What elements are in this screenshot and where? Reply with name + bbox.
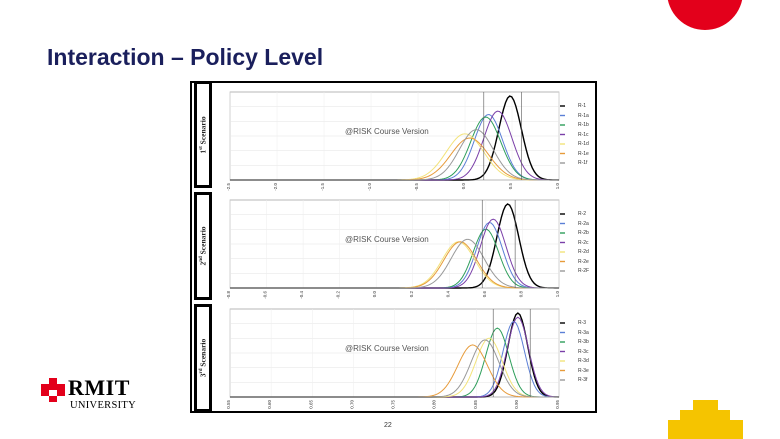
x-tick-label: 0.55 xyxy=(226,400,231,409)
chart-1: -2.5 -2.0 -1.5 -1.0 -0.5 0.0 0.5 1.0 @RISK Cours… xyxy=(226,91,565,191)
legend-label: R-2 xyxy=(578,211,587,217)
chart-panel-2: -0.8 -0.6 -0.4 -0.2 0.0 0.2 0.4 0.6 0.8 1.0 @RISK … xyxy=(226,196,589,302)
page-number: 22 xyxy=(384,422,392,429)
x-tick-label: -2.5 xyxy=(226,183,231,191)
watermark-text: @RISK Course Version xyxy=(345,127,429,136)
legend-label: R-2e xyxy=(578,258,589,265)
chart-panel-1: -2.5 -2.0 -1.5 -1.0 -0.5 0.0 0.5 1.0 @RISK Cours… xyxy=(226,88,589,194)
watermark-text: @RISK Course Version xyxy=(345,235,429,244)
x-tick-label: 0.85 xyxy=(473,400,478,409)
scenario-1-label: 1st Scenario xyxy=(194,81,212,188)
legend-label: R-3d xyxy=(578,358,589,364)
x-tick-label: 0.5 xyxy=(508,183,513,190)
x-tick-label: 0.75 xyxy=(391,400,396,409)
legend-label: R-1b xyxy=(578,122,589,128)
x-tick-label: -0.5 xyxy=(414,183,419,191)
legend-label: R-1a xyxy=(578,112,589,119)
legend-label: R-2c xyxy=(578,239,589,246)
legend-label: R-3 xyxy=(578,320,587,326)
x-tick-label: 0.95 xyxy=(555,400,560,409)
x-tick-label: 0.90 xyxy=(514,400,519,409)
x-tick-label: 0.2 xyxy=(409,291,414,298)
scenario-3-label: 3rd Scenario xyxy=(194,304,212,412)
legend-label: R-3e xyxy=(578,367,589,374)
x-tick-label: 1.0 xyxy=(555,291,560,298)
x-tick-label: -1.0 xyxy=(367,183,372,191)
x-tick-label: 0.60 xyxy=(267,400,272,409)
legend-label: R-3b xyxy=(578,339,589,345)
scenario-3-text: 3rd Scenario xyxy=(198,338,208,378)
x-tick-label: 0.4 xyxy=(445,291,450,298)
x-tick-label: -2.0 xyxy=(273,183,278,191)
x-tick-label: -0.8 xyxy=(226,291,231,299)
logo-subtitle: UNIVERSITY xyxy=(70,400,136,411)
x-tick-label: 1.0 xyxy=(555,183,560,190)
watermark-text: @RISK Course Version xyxy=(345,344,429,353)
rmit-logo: RMIT UNIVERSITY xyxy=(40,377,136,411)
logo-wordmark: RMIT xyxy=(68,375,130,400)
x-tick-label: 0.6 xyxy=(482,291,487,298)
x-tick-label: 0.0 xyxy=(461,183,466,190)
rmit-pixel-icon xyxy=(41,378,65,402)
x-tick-label: 0.80 xyxy=(432,400,437,409)
scenario-1-text: 1st Scenario xyxy=(198,115,208,154)
legend-label: R-2d xyxy=(578,249,589,255)
legend-label: R-3c xyxy=(578,348,589,355)
legend-label: R-1d xyxy=(578,141,589,147)
scenario-2-label: 2nd Scenario xyxy=(194,192,212,300)
x-tick-label: -0.2 xyxy=(336,291,341,299)
legend-label: R-2F xyxy=(578,268,590,274)
series-line xyxy=(230,238,559,289)
x-tick-label: 0.8 xyxy=(518,291,523,298)
chart-3: 0.55 0.60 0.65 0.70 0.75 0.80 0.85 0.90 0.95 @RIS… xyxy=(226,308,565,409)
legend-label: R-1c xyxy=(578,131,589,138)
legend-label: R-1e xyxy=(578,150,589,157)
legend-label: R-2b xyxy=(578,230,589,236)
x-tick-label: 0.0 xyxy=(372,291,377,298)
legend-label: R-1f xyxy=(578,160,588,166)
legend-label: R-3a xyxy=(578,329,589,336)
x-tick-label: -0.4 xyxy=(299,291,304,299)
yellow-corner-decoration xyxy=(668,400,743,439)
red-circle-decoration xyxy=(667,0,743,30)
chart-2: -0.8 -0.6 -0.4 -0.2 0.0 0.2 0.4 0.6 0.8 1.0 @RISK … xyxy=(226,199,565,299)
chart-panel-3: 0.55 0.60 0.65 0.70 0.75 0.80 0.85 0.90 0.95 @RIS… xyxy=(226,305,589,411)
legend-label: R-2a xyxy=(578,220,589,227)
x-tick-label: -0.6 xyxy=(263,291,268,299)
x-tick-label: -1.5 xyxy=(320,183,325,191)
x-tick-label: 0.70 xyxy=(349,400,354,409)
legend-label: R-3f xyxy=(578,377,588,383)
scenario-2-text: 2nd Scenario xyxy=(198,226,208,266)
series-line xyxy=(230,339,559,398)
series-line xyxy=(230,129,559,181)
x-tick-label: 0.65 xyxy=(308,400,313,409)
legend-label: R-1 xyxy=(578,103,587,109)
slide-title: Interaction – Policy Level xyxy=(47,44,324,70)
